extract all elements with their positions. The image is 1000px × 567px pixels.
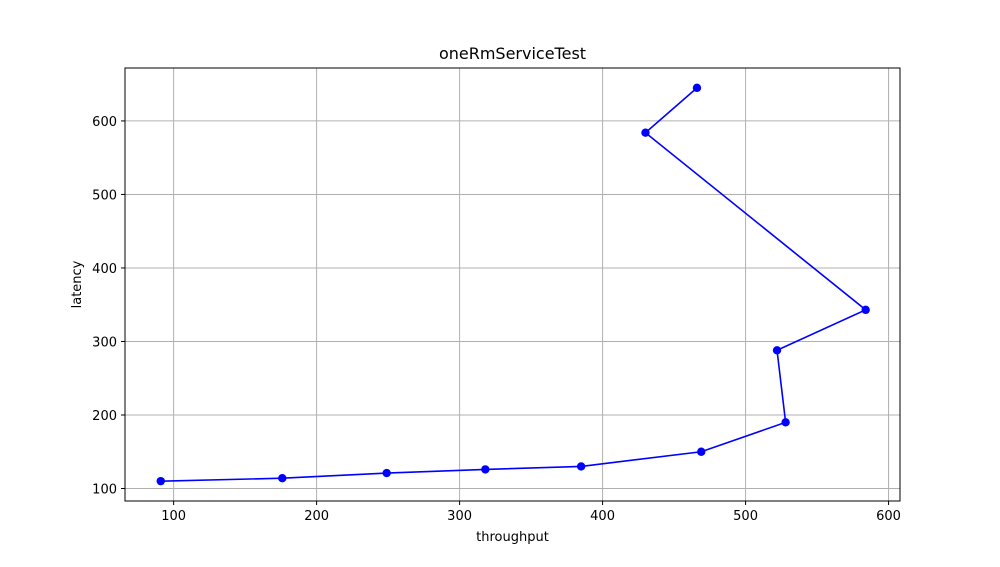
- y-axis-label: latency: [70, 260, 85, 308]
- y-tick-label: 100: [92, 483, 117, 498]
- axis-ticks: 100 200 300 400 500 600 100 200 300 400 500 600: [92, 115, 901, 524]
- x-axis-label: throughput: [476, 530, 549, 545]
- y-tick-label: 400: [92, 262, 117, 277]
- x-tick-label: 200: [304, 509, 329, 524]
- x-tick-label: 300: [447, 509, 472, 524]
- grid-lines: [125, 68, 900, 501]
- y-tick-label: 200: [92, 409, 117, 424]
- chart-title: oneRmServiceTest: [439, 44, 586, 63]
- data-point: [576, 462, 586, 471]
- data-point: [156, 476, 165, 486]
- data-point: [692, 83, 702, 93]
- data-point: [278, 474, 287, 483]
- data-point: [781, 418, 790, 427]
- x-tick-label: 500: [733, 509, 758, 524]
- data-point: [861, 305, 870, 315]
- y-tick-label: 600: [92, 115, 117, 130]
- y-tick-label: 300: [92, 335, 117, 350]
- data-point: [382, 468, 391, 478]
- x-tick-label: 400: [590, 509, 615, 524]
- data-point: [481, 465, 490, 474]
- data-point: [641, 128, 650, 137]
- data-point: [772, 346, 782, 355]
- axes-frame: [124, 67, 901, 502]
- x-tick-label: 100: [161, 509, 186, 524]
- series-layer: [156, 83, 870, 486]
- data-point: [697, 447, 706, 456]
- y-tick-label: 500: [92, 188, 117, 203]
- x-tick-label: 600: [876, 509, 901, 524]
